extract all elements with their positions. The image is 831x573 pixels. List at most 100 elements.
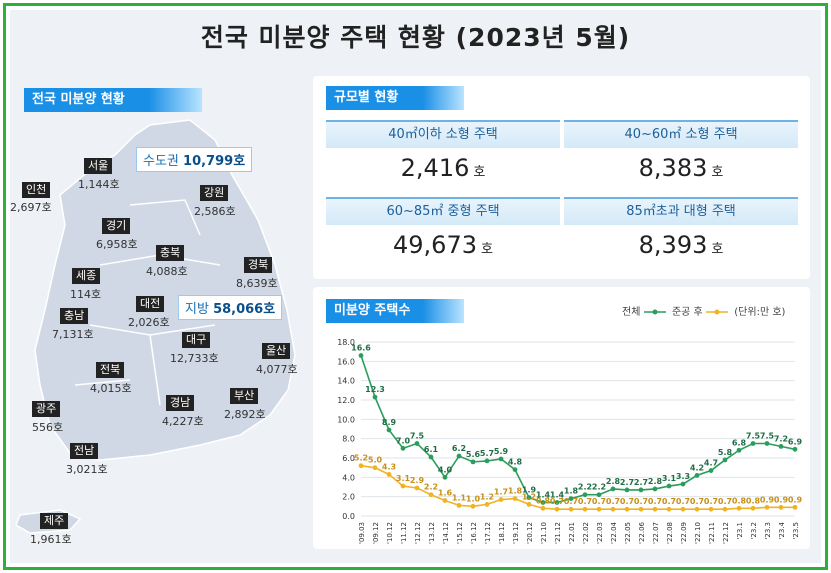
y-tick-label-5: 10.0 xyxy=(337,415,355,424)
series-1-point-17 xyxy=(596,506,602,512)
series-1-label-0: 5.2 xyxy=(354,454,368,463)
series-1-label-2: 4.3 xyxy=(382,462,396,471)
region-value-13: 2,892호 xyxy=(224,408,266,421)
series-0-label-14: 1.4 xyxy=(550,490,565,499)
series-0-point-31 xyxy=(792,446,798,452)
local-area-callout: 지방 58,066호 xyxy=(178,295,283,320)
series-1-point-3 xyxy=(400,483,406,489)
series-0-label-27: 6.8 xyxy=(732,438,747,447)
series-0-point-14 xyxy=(554,500,560,505)
series-0-label-28: 7.5 xyxy=(746,432,761,441)
series-1-point-21 xyxy=(652,506,658,512)
x-tick-label-18: '22.04 xyxy=(610,521,618,544)
series-0-label-5: 6.1 xyxy=(424,445,439,454)
series-1-label-28: 0.8 xyxy=(746,496,761,505)
series-1-point-27 xyxy=(736,505,742,511)
size-cell-number-3: 8,393 xyxy=(638,231,708,259)
series-1-label-20: 0.7 xyxy=(634,497,648,506)
page-title: 전국 미분양 주택 현황 (2023년 5월) xyxy=(200,23,631,52)
x-tick-label-12: '20.12 xyxy=(526,522,534,544)
size-cell-number-1: 8,383 xyxy=(638,154,708,182)
region-name-12: 경남 xyxy=(166,395,195,411)
region-name-1: 인천 xyxy=(22,182,51,198)
series-0-point-29 xyxy=(764,441,770,446)
series-1-label-13: 0.8 xyxy=(536,496,551,505)
x-tick-label-11: '19.12 xyxy=(512,522,520,544)
region-name-15: 전남 xyxy=(70,443,99,459)
series-1-point-6 xyxy=(442,498,448,503)
x-tick-label-14: '21.12 xyxy=(554,522,562,544)
x-tick-label-30: '23.4 xyxy=(778,521,786,539)
region-value-3: 6,958호 xyxy=(96,238,138,251)
series-0-label-1: 12.3 xyxy=(365,385,385,394)
region-name-0: 서울 xyxy=(84,158,113,174)
region-value-7: 2,026호 xyxy=(128,316,170,329)
chart-legend: 전체 준공 후 (단위:만 호) xyxy=(622,303,785,318)
unsold-housing-line-chart: 0.0 2.0 4.0 6.0 8.0 10.0 12.0 14.0 16.0 18.0 '09.0… xyxy=(337,338,803,544)
x-tick-label-3: '11.12 xyxy=(400,522,408,544)
series-0-point-27 xyxy=(736,447,742,453)
map-section-label: 전국 미분양 현황 xyxy=(24,88,202,112)
series-1-label-31: 0.9 xyxy=(788,495,803,504)
region-name-2: 강원 xyxy=(200,185,229,201)
series-0-point-2 xyxy=(386,427,392,433)
series-1-point-30 xyxy=(778,504,784,510)
legend-total-label: 전체 xyxy=(622,307,641,318)
y-tick-label-6: 12.0 xyxy=(337,396,355,405)
x-tick-label-6: '14.12 xyxy=(442,522,450,544)
size-cell-value-2: 49,673 호 xyxy=(326,231,560,259)
size-cell-unit-0: 호 xyxy=(473,165,486,180)
size-cell-unit-2: 호 xyxy=(481,242,493,257)
series-0-label-22: 3.1 xyxy=(662,474,677,483)
series-0-label-8: 5.6 xyxy=(466,450,481,459)
x-tick-label-5: '13.12 xyxy=(428,522,436,544)
x-tick-label-4: '12.12 xyxy=(414,522,422,544)
series-0-label-30: 7.2 xyxy=(774,434,788,443)
region-name-10: 울산 xyxy=(262,343,291,359)
series-1-label-23: 0.7 xyxy=(676,497,690,506)
korea-map xyxy=(15,119,296,534)
series-0-point-0 xyxy=(358,353,364,358)
series-0-label-24: 4.2 xyxy=(690,463,704,472)
series-0-point-9 xyxy=(484,458,490,464)
region-value-0: 1,144호 xyxy=(78,178,120,191)
y-tick-label-9: 18.0 xyxy=(337,338,355,347)
y-tick-label-3: 6.0 xyxy=(342,454,355,463)
x-tick-label-7: '15.12 xyxy=(456,522,464,544)
x-tick-label-0: '09.03 xyxy=(358,522,366,544)
x-tick-label-9: '17.12 xyxy=(484,522,492,544)
series-0-label-25: 4.7 xyxy=(704,459,718,468)
series-1-point-4 xyxy=(414,485,420,491)
series-1-label-9: 1.2 xyxy=(480,492,494,501)
series-1-point-8 xyxy=(470,503,476,509)
series-1-label-8: 1.0 xyxy=(466,494,481,503)
y-tick-label-1: 2.0 xyxy=(342,493,355,502)
x-tick-label-20: '22.06 xyxy=(638,521,646,544)
y-tick-label-8: 16.0 xyxy=(337,357,355,366)
series-0-label-12: 1.9 xyxy=(522,486,537,495)
series-1-point-12 xyxy=(526,502,532,507)
series-0-point-19 xyxy=(624,487,630,493)
size-cell-number-2: 49,673 xyxy=(393,231,477,259)
series-1-point-9 xyxy=(484,502,490,507)
size-cell-title-1: 40~60㎡ 소형 주택 xyxy=(564,120,798,148)
series-1-point-14 xyxy=(554,506,560,512)
series-0-label-19: 2.7 xyxy=(620,478,634,487)
region-name-4: 충북 xyxy=(156,245,185,261)
series-1-label-5: 2.2 xyxy=(424,483,438,492)
series-1-point-28 xyxy=(750,505,756,511)
size-section-label: 규모별 현황 xyxy=(326,86,464,110)
series-1-point-25 xyxy=(708,506,714,512)
series-0-point-1 xyxy=(372,394,378,400)
series-0-label-10: 5.9 xyxy=(494,447,509,456)
series-1-label-14: 0.7 xyxy=(550,497,564,506)
region-value-16: 1,961호 xyxy=(30,533,72,546)
series-1-point-13 xyxy=(540,505,546,511)
series-0-label-17: 2.2 xyxy=(592,483,606,492)
series-0-label-21: 2.8 xyxy=(648,477,663,486)
series-0-point-23 xyxy=(680,481,686,487)
series-1-label-26: 0.7 xyxy=(718,497,732,506)
series-0-point-10 xyxy=(498,456,504,462)
series-1-label-15: 0.7 xyxy=(564,497,578,506)
series-0-point-20 xyxy=(638,487,644,493)
